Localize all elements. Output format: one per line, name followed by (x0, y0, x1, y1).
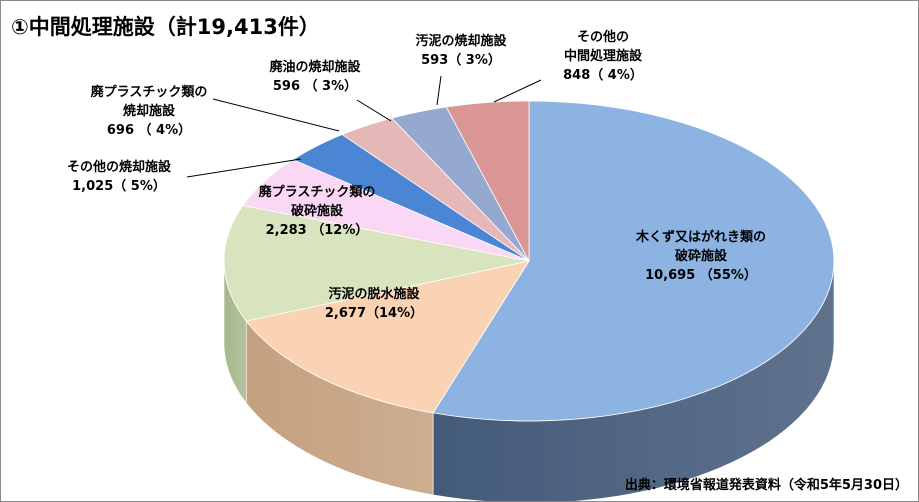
slice-name-label-2: 廃プラスチック類の (258, 184, 376, 200)
leader-line-5 (356, 99, 392, 122)
slice-value-label-6: 593（ 3%） (421, 52, 501, 68)
pie-sides (223, 260, 835, 501)
slice-name-label-2: 破砕施設 (291, 203, 344, 219)
slice-1 (245, 260, 530, 414)
slice-value-label-4: 696 （ 4%） (107, 122, 191, 138)
slice-5 (341, 117, 530, 262)
slice-value-label-3: 1,025（ 5%） (72, 178, 166, 194)
leader-line-4 (212, 98, 340, 132)
leader-line-6 (436, 75, 442, 106)
slice-name-label-3: その他の焼却施設 (67, 159, 172, 175)
slice-name-label-6: 汚泥の焼却施設 (415, 33, 507, 49)
slice-2 (223, 205, 530, 322)
source-note: 出典：環境省報道発表資料（令和5年5月30日） (624, 478, 908, 493)
pie-tops (223, 100, 835, 422)
slice-name-label-4: 廃プラスチック類の (90, 84, 208, 100)
slice-4 (292, 134, 530, 262)
slice-name-label-0: 木くず又はがれき類の (635, 229, 766, 245)
slice-value-label-2: 2,283 （12%） (266, 222, 369, 238)
slice-value-label-5: 596 （ 3%） (273, 78, 357, 94)
slice-name-label-4: 焼却施設 (123, 103, 176, 119)
slice-name-label-0: 破砕施設 (675, 248, 728, 264)
slice-3 (242, 159, 530, 262)
leader-line-7 (493, 79, 542, 103)
slice-name-label-1: 汚泥の脱水施設 (328, 286, 420, 302)
slice-name-label-5: 廃油の焼却施設 (268, 59, 361, 75)
slice-7 (445, 100, 530, 262)
slice-value-label-0: 10,695 （55%） (645, 267, 757, 283)
slice-name-label-7: 中間処理施設 (564, 48, 643, 64)
slice-name-label-7: その他の (577, 29, 629, 45)
leader-line-3 (186, 158, 302, 178)
slice-6 (391, 106, 530, 262)
slice-value-label-7: 848（ 4%） (563, 67, 643, 83)
slice-value-label-1: 2,677（14%） (325, 305, 423, 321)
chart-title: ①中間処理施設（計19,413件） (11, 15, 320, 39)
slice-0 (432, 100, 835, 422)
